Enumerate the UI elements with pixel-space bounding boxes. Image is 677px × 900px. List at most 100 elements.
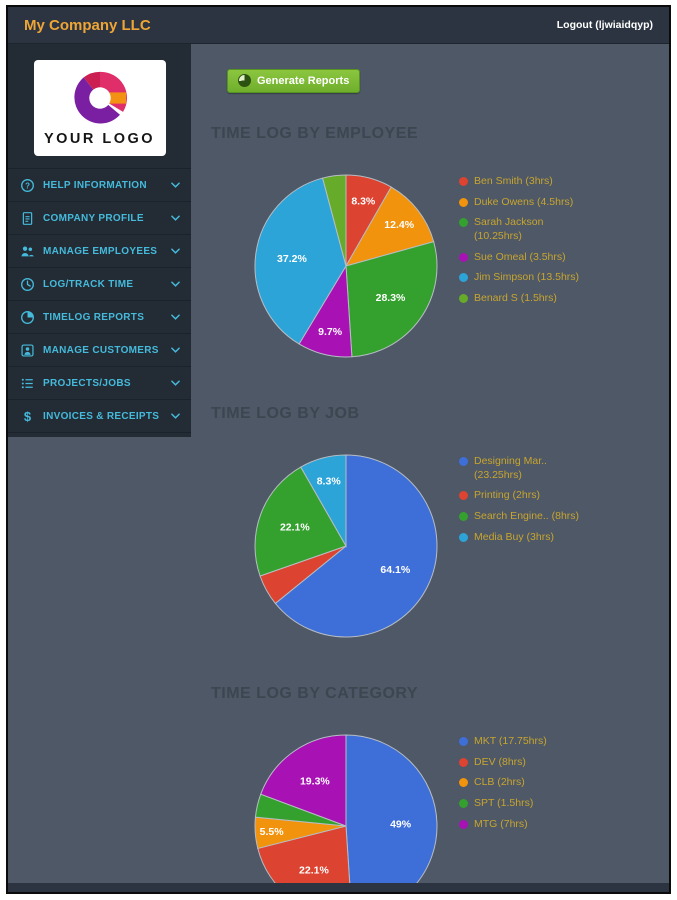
sidebar-item-label: COMPANY PROFILE [43, 212, 144, 224]
legend-dot [459, 293, 468, 303]
sidebar-item-label: MANAGE CUSTOMERS [43, 344, 159, 356]
legend-label: Media Buy (3hrs) [474, 530, 554, 543]
legend-dot [459, 218, 468, 228]
legend-dot [459, 197, 468, 207]
legend-dot [459, 737, 468, 746]
report-pie-icon [238, 74, 251, 87]
pie-slice[interactable] [345, 734, 438, 892]
legend-dot [459, 819, 468, 829]
chevron-down-icon [171, 380, 181, 386]
clipboard-icon [20, 211, 35, 226]
sidebar-item-label: INVOICES & RECEIPTS [43, 410, 160, 422]
sidebar-item-label: TIMELOG REPORTS [43, 311, 145, 323]
sidebar-item-company-profile[interactable]: COMPANY PROFILE [8, 201, 191, 234]
chart-title: TIME LOG BY CATEGORY [211, 685, 419, 702]
chart-title: TIME LOG BY JOB [211, 405, 360, 422]
legend-label: Duke Owens (4.5hrs) [474, 195, 574, 208]
pie-slice[interactable] [274, 454, 438, 638]
legend-label: Jim Simpson (13.5hrs) [474, 271, 580, 284]
legend-item: MTG (7hrs) [459, 818, 591, 832]
pie-slice[interactable] [345, 241, 438, 358]
pie-slice-label: 28.3% [376, 292, 406, 304]
list-icon [20, 376, 35, 391]
pie-slice-label: 37.2% [277, 253, 307, 265]
legend-item: Jim Simpson (13.5hrs) [459, 271, 591, 285]
people-group-icon [20, 244, 35, 259]
chevron-down-icon [171, 182, 181, 188]
generate-reports-label: Generate Reports [257, 74, 350, 87]
pie-slice[interactable] [344, 186, 435, 267]
person-badge-icon [20, 343, 35, 358]
pie-slice[interactable] [260, 734, 347, 827]
pie-slice-label: 64.1% [380, 564, 410, 576]
app-window: My Company LLC Logout (ljwiaidqyp) YOUR … [6, 5, 671, 894]
legend-item: Designing Mar.. (23.25hrs) [459, 455, 591, 482]
svg-text:?: ? [25, 181, 30, 190]
legend-label: CLB (2hrs) [474, 776, 525, 789]
legend-dot [459, 798, 468, 808]
sidebar-item-label: MANAGE EMPLOYEES [43, 245, 158, 257]
sidebar-item-projects-jobs[interactable]: PROJECTS/JOBS [8, 366, 191, 399]
chart-legend: Designing Mar.. (23.25hrs) Printing (2hrs… [459, 453, 591, 551]
legend-dot [459, 532, 468, 542]
sidebar-item-label: HELP INFORMATION [43, 179, 147, 191]
pie-chart-time-log-by-category: 49% 22.1% 5.5% 19.3% [253, 733, 439, 892]
sidebar-item-label: PROJECTS/JOBS [43, 377, 131, 389]
pie-slice[interactable] [321, 174, 347, 267]
generate-reports-button[interactable]: Generate Reports [227, 69, 361, 93]
legend-label: SPT (1.5hrs) [474, 796, 534, 809]
chevron-down-icon [171, 281, 181, 287]
pie-slice-label: 8.3% [351, 195, 376, 207]
logo-mark [73, 71, 127, 124]
legend-label: Sue Omeal (3.5hrs) [474, 250, 566, 263]
legend-item: CLB (2hrs) [459, 776, 591, 790]
pie-slice[interactable] [254, 177, 347, 345]
legend-label: Designing Mar.. (23.25hrs) [474, 455, 547, 481]
pie-slice-label: 49% [390, 819, 412, 831]
chevron-down-icon [171, 314, 181, 320]
legend-item: Printing (2hrs) [459, 489, 591, 503]
logo-text: YOUR LOGO [43, 131, 156, 147]
chevron-down-icon [171, 215, 181, 221]
app-title: My Company LLC [24, 16, 151, 34]
pie-slice-label: 5.5% [260, 826, 285, 838]
pie-slice-label: 22.1% [299, 865, 329, 877]
sidebar-item-log-track-time[interactable]: LOG/TRACK TIME [8, 267, 191, 300]
chart-legend: Ben Smith (3hrs) Duke Owens (4.5hrs) Sarah… [459, 173, 591, 312]
legend-item: DEV (8hrs) [459, 756, 591, 770]
sidebar-item-help-information[interactable]: ? HELP INFORMATION [8, 168, 191, 201]
pie-slice[interactable] [257, 825, 352, 892]
legend-dot [459, 757, 468, 767]
legend-dot [459, 511, 468, 521]
pie-slice-label: 19.3% [300, 776, 330, 788]
sidebar-item-invoices-receipts[interactable]: $ INVOICES & RECEIPTS [8, 399, 191, 432]
dollar-icon: $ [23, 408, 32, 424]
legend-item: Ben Smith (3hrs) [459, 175, 591, 189]
main-content: Generate Reports TIME LOG BY EMPLOYEE 8.… [191, 44, 669, 892]
legend-item: Media Buy (3hrs) [459, 531, 591, 545]
sidebar-item-timelog-reports[interactable]: TIMELOG REPORTS [8, 300, 191, 333]
pie-slice[interactable] [254, 466, 347, 577]
legend-label: Search Engine.. (8hrs) [474, 509, 580, 522]
chevron-down-icon [171, 413, 181, 419]
legend-item: SPT (1.5hrs) [459, 797, 591, 811]
logout-link[interactable]: Logout (ljwiaidqyp) [556, 19, 653, 31]
legend-item: Sue Omeal (3.5hrs) [459, 251, 591, 265]
legend-label: Sarah Jackson (10.25hrs) [474, 216, 544, 242]
chevron-down-icon [171, 347, 181, 353]
legend-label: Benard S (1.5hrs) [474, 291, 557, 304]
legend-label: MKT (17.75hrs) [474, 735, 547, 747]
sidebar-menu: ? HELP INFORMATION COMPANY PROFILE MANAG… [8, 168, 191, 433]
sidebar-item-manage-customers[interactable]: MANAGE CUSTOMERS [8, 333, 191, 366]
footer-bar [8, 883, 669, 892]
legend-label: DEV (8hrs) [474, 755, 526, 768]
chevron-down-icon [171, 248, 181, 254]
help-icon: ? [20, 178, 35, 193]
pie-slice[interactable] [300, 454, 347, 548]
app-header: My Company LLC Logout (ljwiaidqyp) [8, 7, 669, 44]
section-time-log-by-employee: TIME LOG BY EMPLOYEE 8.3% 12.4% 28.3% 9.7% 3… [191, 125, 669, 359]
legend-item: Benard S (1.5hrs) [459, 292, 591, 306]
sidebar-item-label: LOG/TRACK TIME [43, 278, 134, 290]
legend-dot [459, 491, 468, 501]
sidebar-item-manage-employees[interactable]: MANAGE EMPLOYEES [8, 234, 191, 267]
